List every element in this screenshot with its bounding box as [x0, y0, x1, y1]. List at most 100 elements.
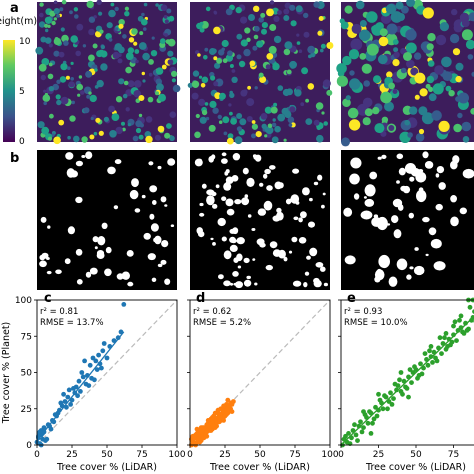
height-map-panel [187, 0, 334, 145]
data-point [382, 393, 387, 399]
data-point [71, 386, 76, 391]
x-tick-label: 50 [254, 450, 266, 460]
data-point [404, 386, 410, 391]
data-point [92, 377, 97, 383]
height-map-panel [336, 0, 474, 147]
data-point [355, 438, 360, 443]
data-point [385, 406, 390, 412]
data-point [221, 418, 227, 423]
data-point [68, 402, 73, 407]
x-axis-label: Tree cover % (LiDAR) [365, 462, 466, 473]
data-point [451, 332, 456, 338]
data-point [37, 429, 43, 435]
data-point [93, 358, 99, 364]
height-map-row [35, 0, 474, 147]
panel-label-d: d [196, 291, 205, 306]
height-map-panel [35, 0, 181, 145]
data-point [361, 425, 366, 430]
data-point [96, 352, 101, 358]
data-point [86, 383, 92, 388]
x-tick-label: 75 [448, 450, 459, 460]
data-point [452, 319, 458, 325]
y-tick-label: 25 [21, 405, 32, 415]
data-point [210, 415, 215, 420]
data-point [212, 410, 218, 416]
x-tick-label: 75 [136, 450, 147, 460]
data-point [391, 396, 396, 401]
data-point [458, 313, 464, 319]
x-tick-label: 100 [321, 450, 338, 460]
regression-line [36, 331, 125, 442]
data-point [389, 402, 395, 407]
x-tick-label: 50 [410, 450, 422, 460]
data-point [352, 422, 357, 428]
data-point [464, 328, 470, 333]
data-point [75, 393, 80, 399]
panel-label-b: b [10, 151, 19, 166]
crown-mask-row [37, 150, 474, 290]
data-point [367, 409, 372, 414]
colorbar-tick-0: 0 [19, 137, 25, 147]
data-point [370, 420, 375, 426]
x-tick-label: 25 [66, 450, 77, 460]
y-axis-label: Tree cover % (Planet) [1, 322, 12, 424]
data-point [422, 351, 428, 356]
data-point [361, 409, 366, 414]
data-point [65, 394, 71, 400]
data-point [231, 399, 236, 404]
x-tick-label: 100 [168, 450, 185, 460]
data-point [359, 429, 365, 435]
x-tick-label: 75 [289, 450, 300, 460]
panel-label-c: c [44, 291, 52, 306]
data-point [203, 433, 208, 439]
data-point [343, 433, 348, 439]
crown-mask-panel [190, 150, 330, 290]
one-to-one-line [36, 299, 178, 446]
x-axis-label: Tree cover % (LiDAR) [56, 462, 157, 473]
data-point [400, 391, 405, 397]
data-point [374, 413, 380, 419]
data-point [365, 420, 371, 426]
data-point [434, 358, 440, 364]
data-point [211, 423, 217, 429]
data-point [221, 403, 227, 409]
data-point [388, 390, 393, 396]
data-point [346, 431, 351, 436]
data-point [229, 409, 235, 414]
data-point [373, 404, 378, 410]
crown-mask-panel [341, 150, 474, 290]
data-point [437, 335, 443, 341]
data-point [205, 418, 211, 423]
data-point [368, 431, 374, 436]
data-point [409, 380, 414, 385]
data-point [217, 419, 222, 425]
panel-label-e: e [347, 291, 356, 306]
data-point [428, 354, 434, 359]
data-point [458, 325, 464, 330]
colorbar-label: Height(m) [0, 16, 37, 27]
rmse-label: RMSE = 10.0% [344, 318, 408, 328]
data-point [406, 394, 411, 400]
x-tick-label: 25 [373, 450, 384, 460]
y-tick-label: 75 [21, 332, 32, 342]
r-squared-label: r² = 0.62 [193, 307, 231, 317]
data-point [358, 419, 363, 425]
regression-line [189, 403, 233, 443]
x-tick-label: 0 [34, 450, 40, 460]
rmse-label: RMSE = 5.2% [193, 318, 251, 328]
data-point [58, 400, 64, 406]
data-point [427, 348, 432, 354]
panel-label-a: a [10, 1, 19, 16]
y-tick-label: 100 [15, 296, 32, 306]
data-point [439, 351, 444, 356]
data-point [87, 362, 93, 368]
x-tick-label: 50 [101, 450, 113, 460]
data-point [463, 320, 468, 326]
data-point [418, 361, 423, 367]
data-point [457, 317, 462, 323]
y-tick-label: 50 [21, 369, 33, 379]
